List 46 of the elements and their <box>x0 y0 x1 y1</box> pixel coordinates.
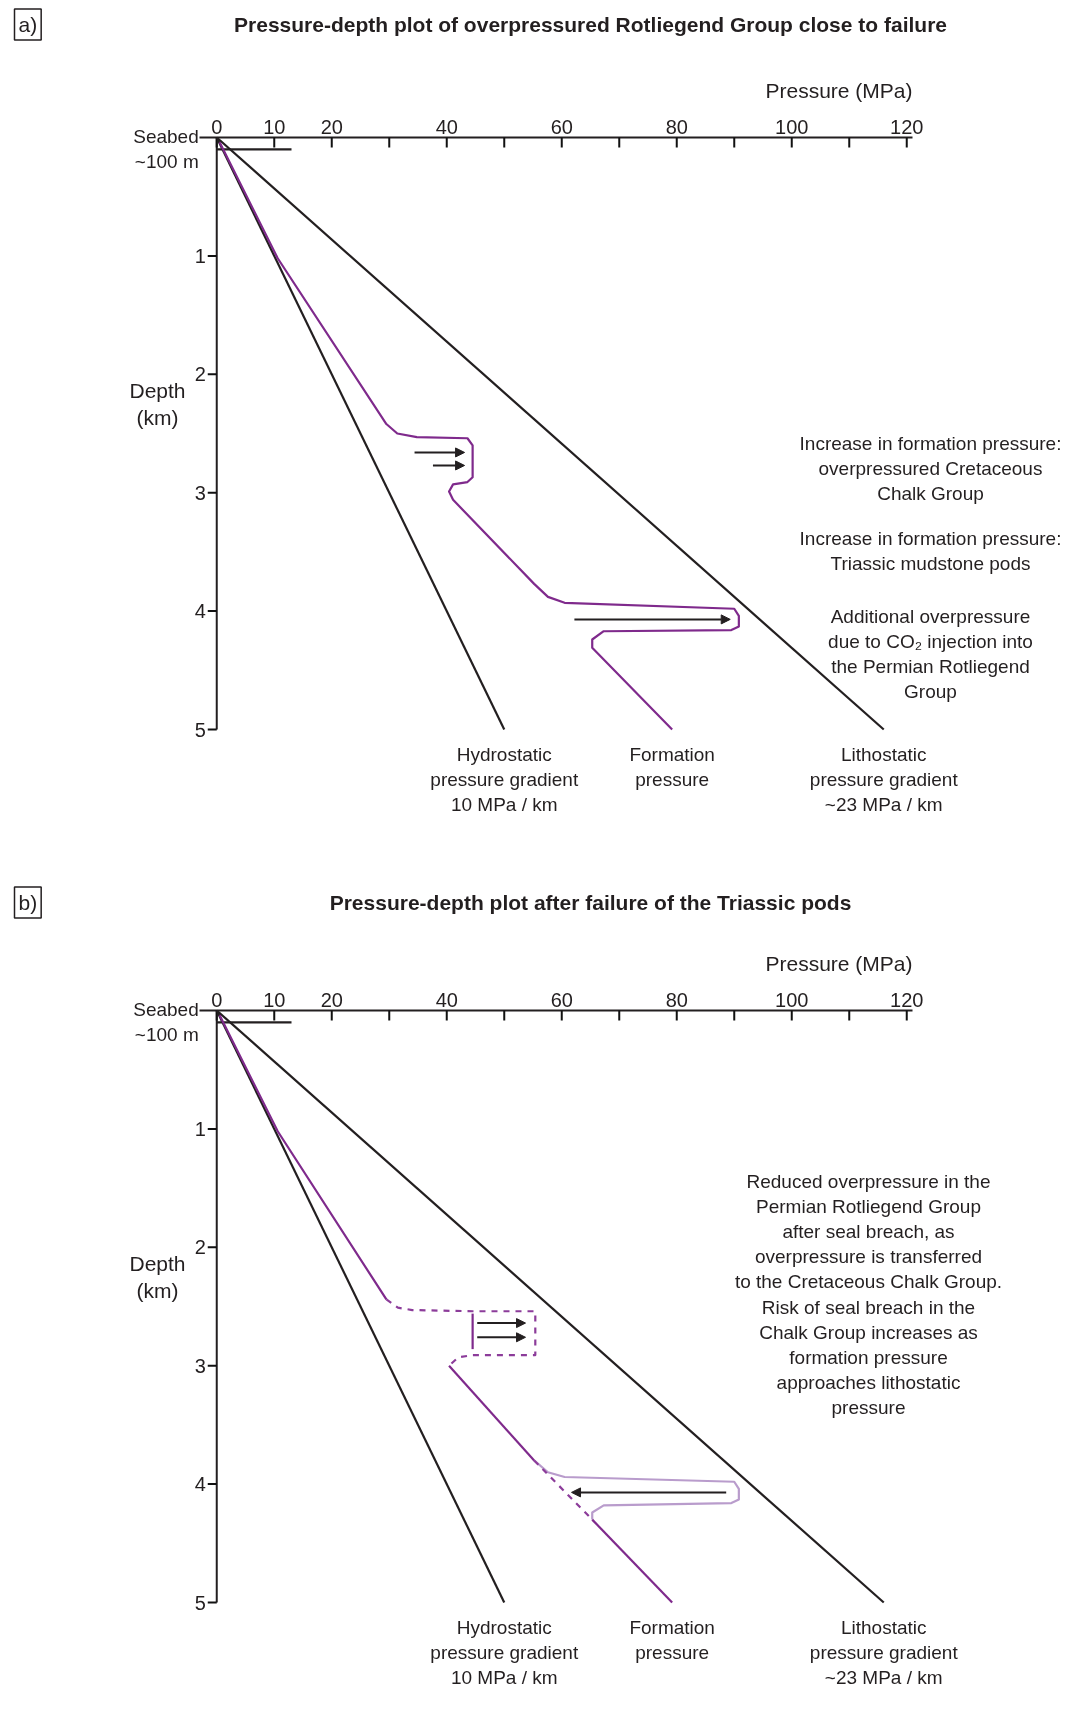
x-tick-label: 100 <box>775 988 809 1011</box>
y-tick-label: 2 <box>194 1236 206 1259</box>
annotation: Increase in formation pressure: Triassic mudstone pods <box>799 527 1062 574</box>
x-tick-label: 0 <box>211 988 223 1011</box>
x-tick-label: 80 <box>665 115 688 138</box>
y-tick-label: 2 <box>194 363 206 386</box>
text: Hydrostatic pressure gradient 10 MPa / km <box>430 1616 579 1688</box>
text: Hydrostatic pressure gradient 10 MPa / km <box>430 743 579 815</box>
x-tick-label: 0 <box>211 115 223 138</box>
text: Lithostatic pressure gradient ~23 MPa / km <box>809 1616 959 1688</box>
x-tick-label: 80 <box>665 988 688 1011</box>
text: Lithostatic pressure gradient ~23 MPa / km <box>809 743 959 815</box>
x-tick-label: 40 <box>435 988 458 1011</box>
y-tick-label: 3 <box>194 1354 206 1377</box>
y-tick-label: 5 <box>194 1591 206 1614</box>
y-tick-label: 3 <box>194 481 206 504</box>
y-axis-title: Depth (km) <box>129 1251 186 1303</box>
annotation: Seabed ~100 m <box>133 999 199 1046</box>
y-tick-label: 1 <box>194 1117 206 1140</box>
x-tick-label: 20 <box>320 115 343 138</box>
y-axis-title: Depth (km) <box>129 378 186 430</box>
annotation: Increase in formation pressure: overpressured Cretaceous Chalk Group <box>799 432 1062 504</box>
chart-title: Pressure-depth plot after failure of the Triassic pods <box>329 891 852 914</box>
y-tick-label: 1 <box>194 244 206 267</box>
text: a) <box>18 13 38 36</box>
x-tick-label: 100 <box>775 115 809 138</box>
text: Reduced overpressure in the Permian Rotliegend Group after seal breach, as overpressure is transferred to the Cretaceous Chalk Group. Risk of seal breach in the Chalk Group increases as formation pressure approaches lithostatic pressure <box>734 1170 1003 1419</box>
text: b) <box>18 891 38 914</box>
annotation: Seabed ~100 m <box>133 126 199 173</box>
y-tick-label: 5 <box>194 718 206 741</box>
y-tick-label: 4 <box>194 600 206 623</box>
x-tick-label: 120 <box>890 115 924 138</box>
x-axis-title: Pressure (MPa) <box>765 951 913 975</box>
x-tick-label: 10 <box>263 115 286 138</box>
x-tick-label: 60 <box>550 988 573 1011</box>
x-tick-label: 40 <box>435 115 458 138</box>
x-tick-label: 10 <box>263 988 286 1011</box>
annotation: Additional overpressure due to CO₂ injection into the Permian Rotliegend Group <box>828 605 1033 703</box>
series-label: Formation pressure <box>629 743 715 790</box>
chart-title: Pressure-depth plot of overpressured Rotliegend Group close to failure <box>234 13 947 36</box>
series-label: Formation pressure <box>629 1616 715 1663</box>
x-axis-title: Pressure (MPa) <box>765 78 913 102</box>
x-tick-label: 20 <box>320 988 343 1011</box>
x-tick-label: 120 <box>890 988 924 1011</box>
y-tick-label: 4 <box>194 1473 206 1496</box>
x-tick-label: 60 <box>550 115 573 138</box>
